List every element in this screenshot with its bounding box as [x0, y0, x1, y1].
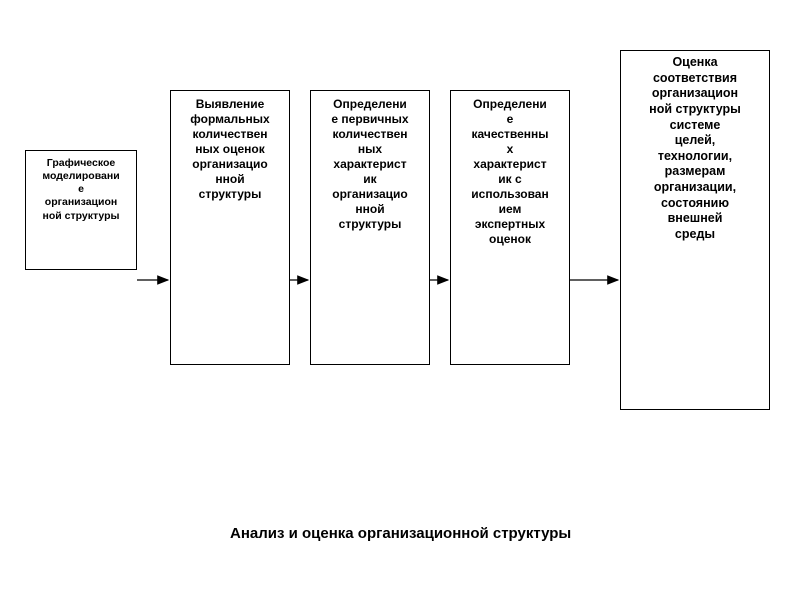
- flow-node-n2: Выявлениеформальныхколичественных оценок…: [170, 90, 290, 365]
- node-text-line: организацио: [311, 187, 429, 202]
- node-text-line: размерам: [621, 164, 769, 180]
- node-text-line: Оценка: [621, 55, 769, 71]
- node-text-line: системе: [621, 118, 769, 134]
- node-text-line: внешней: [621, 211, 769, 227]
- node-text-line: ной структуры: [621, 102, 769, 118]
- node-text-line: Графическое: [26, 157, 136, 170]
- node-text-line: нной: [171, 172, 289, 187]
- node-text-line: характерист: [311, 157, 429, 172]
- node-text-line: организацион: [621, 86, 769, 102]
- node-text-line: целей,: [621, 133, 769, 149]
- node-text-line: организации,: [621, 180, 769, 196]
- flow-node-n4: Определениекачественныххарактеристик сис…: [450, 90, 570, 365]
- node-text-line: структуры: [311, 217, 429, 232]
- flow-node-n1: Графическоемоделированиеорганизационной …: [25, 150, 137, 270]
- node-text-line: Определени: [451, 97, 569, 112]
- node-text-line: организацио: [171, 157, 289, 172]
- diagram-canvas: { "type": "flowchart", "background_color…: [0, 0, 800, 600]
- node-text-line: технологии,: [621, 149, 769, 165]
- node-text-line: экспертных: [451, 217, 569, 232]
- diagram-caption: Анализ и оценка организационной структур…: [230, 525, 571, 542]
- node-text-line: оценок: [451, 232, 569, 247]
- node-text-line: использован: [451, 187, 569, 202]
- node-text-line: Выявление: [171, 97, 289, 112]
- node-text-line: ных оценок: [171, 142, 289, 157]
- node-text-line: характерист: [451, 157, 569, 172]
- flow-node-n5: Оценкасоответствияорганизационной структ…: [620, 50, 770, 410]
- node-text-line: ик: [311, 172, 429, 187]
- node-text-line: ной структуры: [26, 210, 136, 223]
- node-text-line: формальных: [171, 112, 289, 127]
- node-text-line: организацион: [26, 196, 136, 209]
- node-text-line: е первичных: [311, 112, 429, 127]
- node-text-line: х: [451, 142, 569, 157]
- node-text-line: е: [451, 112, 569, 127]
- node-text-line: ик с: [451, 172, 569, 187]
- flow-node-n3: Определение первичныхколичественныххарак…: [310, 90, 430, 365]
- node-text-line: структуры: [171, 187, 289, 202]
- node-text-line: ием: [451, 202, 569, 217]
- node-text-line: количествен: [171, 127, 289, 142]
- node-text-line: моделировани: [26, 170, 136, 183]
- node-text-line: среды: [621, 227, 769, 243]
- node-text-line: соответствия: [621, 71, 769, 87]
- node-text-line: качественны: [451, 127, 569, 142]
- node-text-line: количествен: [311, 127, 429, 142]
- node-text-line: ных: [311, 142, 429, 157]
- node-text-line: состоянию: [621, 196, 769, 212]
- node-text-line: нной: [311, 202, 429, 217]
- node-text-line: е: [26, 183, 136, 196]
- node-text-line: Определени: [311, 97, 429, 112]
